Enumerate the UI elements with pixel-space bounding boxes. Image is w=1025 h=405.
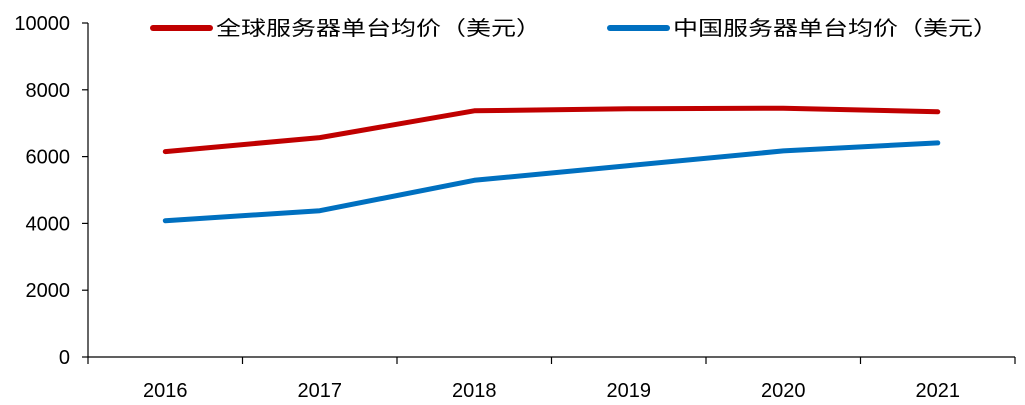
y-tick-label: 8000 bbox=[26, 80, 71, 102]
x-axis-ticks: 2016 2017 2018 2019 2020 2021 bbox=[87, 357, 1016, 402]
y-tick-label: 2000 bbox=[26, 280, 71, 302]
legend-label-0: 全球服务器单台均价（美元） bbox=[216, 16, 541, 40]
x-tick-label: 2018 bbox=[452, 380, 497, 402]
x-tick-label: 2020 bbox=[761, 380, 806, 402]
x-tick-label: 2021 bbox=[916, 380, 961, 402]
legend-label-1: 中国服务器单台均价（美元） bbox=[673, 16, 998, 40]
y-tick-label: 6000 bbox=[26, 147, 71, 169]
y-tick-label: 0 bbox=[59, 347, 70, 369]
y-tick-label: 10000 bbox=[14, 13, 70, 35]
series-lines bbox=[162, 105, 941, 224]
series-line-1 bbox=[162, 140, 941, 224]
legend: 全球服务器单台均价（美元） 中国服务器单台均价（美元） bbox=[150, 16, 998, 40]
series-line-0 bbox=[162, 105, 941, 155]
x-tick-label: 2016 bbox=[143, 380, 188, 402]
x-tick-label: 2019 bbox=[607, 380, 652, 402]
y-axis-ticks: 0 2000 4000 6000 8000 10000 bbox=[14, 13, 88, 369]
x-tick-label: 2017 bbox=[298, 380, 343, 402]
axes bbox=[87, 23, 1015, 358]
y-tick-label: 4000 bbox=[26, 213, 71, 235]
